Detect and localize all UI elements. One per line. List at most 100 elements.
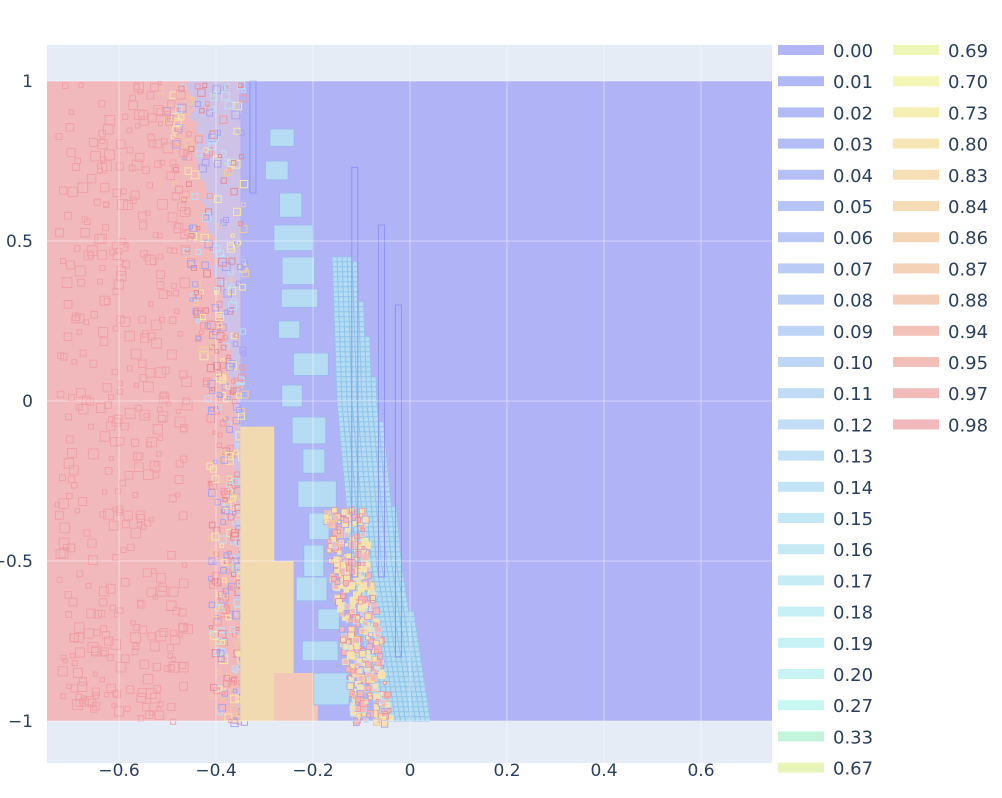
band-cell bbox=[388, 576, 395, 582]
band-cell bbox=[382, 631, 388, 637]
legend-item[interactable]: 0.16 bbox=[778, 540, 873, 561]
band-cell bbox=[360, 491, 366, 497]
speckle-cell bbox=[233, 332, 239, 338]
y-tick-label: −1 bbox=[8, 712, 33, 732]
band-cell bbox=[387, 601, 393, 607]
legend-item[interactable]: 0.98 bbox=[893, 415, 988, 436]
legend-item[interactable]: 0.27 bbox=[778, 696, 873, 717]
band-cell bbox=[386, 626, 392, 632]
legend-item[interactable]: 0.01 bbox=[778, 72, 873, 93]
speckle-cell bbox=[381, 708, 386, 713]
band-cell bbox=[341, 451, 347, 457]
speckle-cell bbox=[359, 575, 365, 581]
legend-item[interactable]: 0.80 bbox=[893, 135, 988, 156]
band-cell bbox=[415, 686, 421, 692]
legend-item[interactable]: 0.12 bbox=[778, 415, 873, 436]
legend-item[interactable]: 0.10 bbox=[778, 353, 873, 374]
band-cell bbox=[347, 281, 354, 287]
legend-label: 0.09 bbox=[833, 322, 873, 343]
legend-item[interactable]: 0.05 bbox=[778, 197, 873, 218]
legend-item[interactable]: 0.07 bbox=[778, 259, 873, 280]
legend-item[interactable]: 0.14 bbox=[778, 478, 873, 499]
outline-cell bbox=[98, 99, 106, 108]
outline-cell bbox=[167, 652, 174, 659]
outline-cell bbox=[178, 511, 188, 521]
outline-cell bbox=[153, 104, 164, 116]
legend-item[interactable]: 0.87 bbox=[893, 259, 988, 280]
legend-item[interactable]: 0.02 bbox=[778, 103, 873, 124]
band-cell bbox=[369, 426, 375, 432]
speckle-cell bbox=[378, 671, 386, 679]
legend-item[interactable]: 0.83 bbox=[893, 166, 988, 187]
legend-item[interactable]: 0.33 bbox=[778, 727, 873, 748]
outline-cell bbox=[132, 492, 139, 498]
legend-item[interactable]: 0.18 bbox=[778, 603, 873, 624]
legend-item[interactable]: 0.09 bbox=[778, 322, 873, 343]
band-cell bbox=[350, 496, 356, 502]
outline-cell bbox=[90, 150, 101, 162]
legend-item[interactable]: 0.17 bbox=[778, 571, 873, 592]
legend-item[interactable]: 0.94 bbox=[893, 322, 988, 343]
legend-item[interactable]: 0.73 bbox=[893, 103, 988, 124]
speckle-cell bbox=[226, 672, 231, 678]
legend-item[interactable]: 0.03 bbox=[778, 135, 873, 156]
band-cell bbox=[342, 456, 348, 462]
outline-cell bbox=[166, 171, 175, 181]
band-cell bbox=[364, 431, 370, 437]
outline-cell bbox=[169, 159, 177, 167]
band-cell bbox=[406, 661, 412, 667]
band-cell bbox=[340, 366, 346, 372]
outline-cell bbox=[83, 529, 91, 537]
outline-cell bbox=[137, 715, 145, 722]
legend-item[interactable]: 0.70 bbox=[893, 72, 988, 93]
outline-cell bbox=[81, 216, 88, 223]
legend-item[interactable]: 0.69 bbox=[893, 41, 988, 62]
band-cell bbox=[347, 401, 353, 407]
band-cell bbox=[352, 261, 358, 267]
legend-item[interactable]: 0.84 bbox=[893, 197, 988, 218]
outline-cell bbox=[99, 265, 106, 271]
legend-item[interactable]: 0.08 bbox=[778, 291, 873, 312]
legend-item[interactable]: 0.15 bbox=[778, 509, 873, 530]
legend-item[interactable]: 0.97 bbox=[893, 384, 988, 405]
speckle-cell bbox=[229, 495, 236, 502]
outline-cell bbox=[133, 382, 140, 388]
outline-cell bbox=[104, 401, 112, 409]
outline-cell bbox=[156, 572, 166, 583]
legend-label: 0.94 bbox=[948, 322, 988, 343]
band-cell bbox=[382, 521, 389, 527]
legend-item[interactable]: 0.00 bbox=[778, 41, 873, 62]
speckle-cell bbox=[326, 521, 334, 529]
band-cell bbox=[383, 641, 389, 647]
light-cell bbox=[273, 224, 314, 252]
band-cell bbox=[334, 321, 340, 327]
legend-item[interactable]: 0.06 bbox=[778, 228, 873, 249]
legend-item[interactable]: 0.11 bbox=[778, 384, 873, 405]
speckle-cell bbox=[206, 105, 212, 112]
speckle-cell bbox=[225, 563, 231, 569]
band-cell bbox=[415, 651, 421, 657]
band-cell bbox=[401, 626, 407, 632]
band-cell bbox=[332, 271, 338, 277]
speckle-cell bbox=[205, 345, 214, 355]
legend-item[interactable]: 0.95 bbox=[893, 353, 988, 374]
band-cell bbox=[413, 641, 419, 647]
legend-item[interactable]: 0.86 bbox=[893, 228, 988, 249]
legend-item[interactable]: 0.04 bbox=[778, 166, 873, 187]
legend-item[interactable]: 0.19 bbox=[778, 634, 873, 655]
outline-cell bbox=[89, 359, 98, 368]
light-cell bbox=[297, 480, 337, 508]
legend-item[interactable]: 0.67 bbox=[778, 759, 873, 780]
legend-item[interactable]: 0.88 bbox=[893, 291, 988, 312]
legend-item[interactable]: 0.13 bbox=[778, 447, 873, 468]
band-cell bbox=[341, 396, 347, 402]
speckle-cell bbox=[234, 471, 240, 478]
legend-swatch bbox=[778, 513, 824, 523]
band-cell bbox=[409, 681, 415, 687]
band-cell bbox=[414, 676, 420, 682]
legend-item[interactable]: 0.20 bbox=[778, 665, 873, 686]
band-cell bbox=[340, 346, 346, 352]
speckle-cell bbox=[232, 477, 240, 486]
speckle-cell bbox=[218, 630, 227, 639]
outline-cell bbox=[116, 265, 127, 276]
